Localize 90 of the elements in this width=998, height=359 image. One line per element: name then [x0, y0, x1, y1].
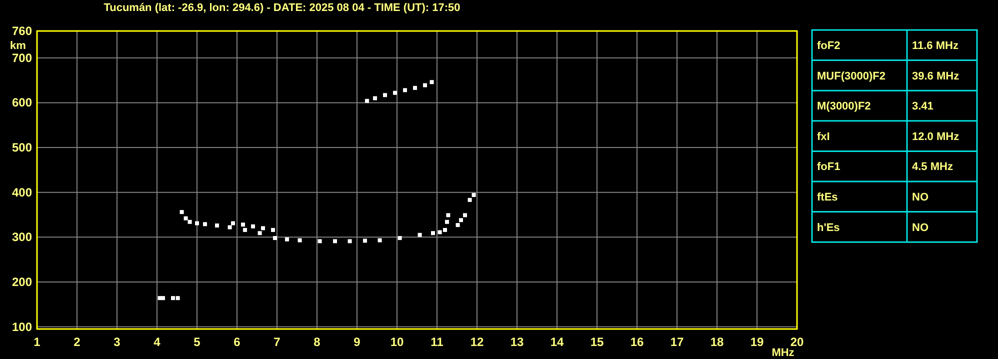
point: [446, 213, 450, 218]
y-tick-label: 400: [12, 185, 32, 200]
point: [423, 83, 427, 88]
y-tick-label: 500: [12, 140, 32, 155]
point: [365, 98, 369, 103]
x-tick-label: 9: [354, 335, 361, 349]
y-tick-label: 600: [12, 96, 32, 110]
x-tick-label: 19: [750, 335, 764, 349]
x-tick-label: 13: [510, 335, 524, 349]
x-tick-label: 17: [670, 335, 684, 349]
y-tick-label: 200: [12, 274, 32, 289]
y-axis-title: km: [10, 40, 26, 52]
point: [176, 296, 180, 300]
category-label: foF2: [817, 40, 840, 52]
point: [184, 216, 188, 220]
y-tick-label: 760: [12, 24, 32, 38]
point: [241, 222, 245, 227]
point: [472, 193, 476, 198]
x-tick-label: 14: [550, 335, 564, 349]
point: [443, 228, 447, 232]
point: [273, 236, 277, 240]
x-tick-label: 3: [114, 335, 121, 349]
point: [228, 225, 232, 230]
x-tick-label: 8: [314, 335, 321, 349]
point: [271, 228, 275, 232]
point: [333, 239, 337, 244]
point: [195, 221, 199, 226]
category-label: M(3000)F2: [817, 100, 871, 113]
text: NO: [912, 192, 928, 204]
x-tick-label: 11: [430, 335, 444, 349]
x-tick-label: 10: [390, 335, 404, 349]
category-label: foF1: [817, 161, 840, 174]
point: [403, 88, 407, 92]
category-label: fxI: [817, 130, 830, 143]
point: [215, 223, 219, 228]
point: [413, 86, 417, 90]
text: NO: [912, 222, 928, 234]
text: 12.0 MHz: [912, 130, 960, 143]
point: [251, 224, 255, 228]
point: [161, 296, 165, 300]
point: [258, 231, 262, 236]
y-tick-label: 100: [12, 320, 32, 334]
point: [463, 213, 467, 218]
point: [468, 198, 472, 202]
point: [456, 223, 460, 228]
x-tick-label: 4: [154, 335, 161, 349]
text: 39.6 MHz: [912, 70, 960, 82]
point: [180, 210, 184, 214]
point: [188, 220, 192, 224]
point: [418, 232, 422, 237]
point: [348, 239, 352, 244]
point: [438, 230, 442, 234]
x-tick-label: 6: [234, 335, 241, 349]
point: [243, 228, 247, 232]
point: [393, 90, 397, 95]
text: 3.41: [912, 100, 934, 113]
point: [261, 226, 265, 230]
x-tick-label: 18: [710, 335, 724, 349]
point: [398, 236, 402, 240]
point: [298, 238, 302, 242]
y-tick-label: 700: [12, 50, 32, 65]
point: [285, 237, 289, 242]
category-label: h'Es: [817, 222, 840, 234]
x-tick-label: 20: [790, 335, 804, 349]
x-axis-title: MHz: [772, 347, 795, 359]
text: 4.5 MHz: [912, 161, 953, 174]
x-tick-label: 5: [194, 335, 201, 349]
point: [203, 222, 207, 226]
x-tick-label: 1: [34, 335, 41, 349]
point: [378, 238, 382, 242]
point: [373, 96, 377, 100]
category-label: ftEs: [817, 192, 838, 204]
y-tick-label: 300: [12, 230, 32, 244]
point: [363, 238, 367, 243]
category-label: MUF(3000)F2: [817, 70, 886, 82]
chart-title: Tucumán (lat: -26.9, lon: 294.6) - DATE: 2025 08 04 - TIME (UT): 17:50: [104, 2, 460, 14]
point: [383, 93, 387, 98]
point: [430, 80, 434, 84]
point: [431, 231, 435, 236]
text: 11.6 MHz: [912, 40, 958, 52]
x-tick-label: 2: [74, 335, 81, 349]
point: [318, 239, 322, 244]
point: [459, 218, 463, 222]
point: [445, 220, 449, 224]
x-tick-label: 15: [590, 335, 604, 349]
x-tick-label: 12: [470, 335, 484, 349]
point: [171, 296, 175, 300]
point: [231, 221, 235, 226]
x-tick-label: 7: [274, 335, 281, 349]
x-tick-label: 16: [630, 335, 644, 349]
